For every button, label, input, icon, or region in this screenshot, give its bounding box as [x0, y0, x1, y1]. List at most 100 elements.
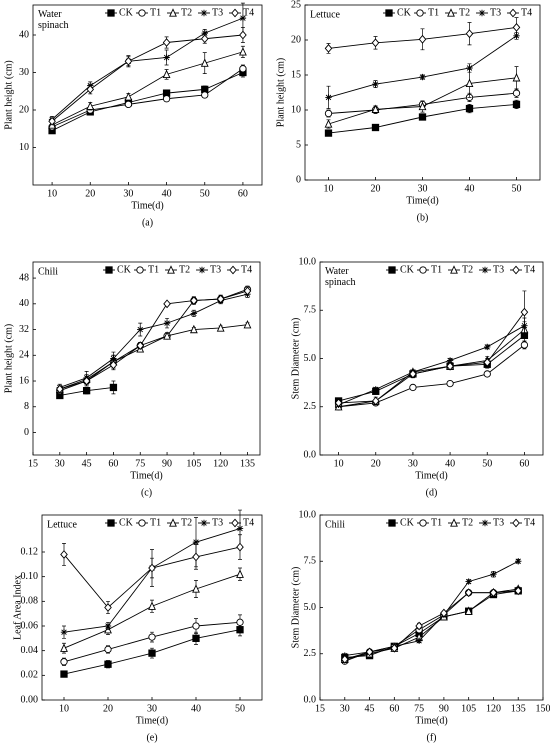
marker: [86, 101, 95, 110]
y-tick-label: 24: [19, 350, 29, 361]
legend-label: T2: [179, 264, 190, 275]
plot-frame: [319, 514, 544, 701]
x-tick-label: 10: [59, 703, 69, 714]
legend-marker: [512, 518, 520, 528]
legend-label: CK: [117, 264, 132, 275]
legend-marker: [198, 266, 206, 274]
y-tick-label: 30: [19, 67, 29, 78]
caption: (c): [141, 487, 152, 498]
legend-marker: [107, 9, 115, 17]
legend-label: T1: [150, 7, 161, 18]
legend-marker: [512, 265, 520, 275]
y-tick-label: 0: [24, 427, 29, 438]
y-tick-label: 0: [296, 174, 301, 185]
marker: [162, 69, 171, 79]
x-tick-label: 20: [103, 703, 113, 714]
marker: [512, 73, 521, 82]
legend-label: T1: [431, 264, 442, 275]
legend-label: T3: [210, 264, 221, 275]
x-tick-label: 60: [389, 703, 399, 714]
marker: [324, 109, 333, 118]
legend-label: T3: [493, 517, 504, 528]
marker: [86, 84, 95, 94]
y-tick-label: 0.08: [21, 596, 39, 607]
x-tick-label: 90: [162, 458, 172, 469]
marker: [189, 324, 198, 334]
legend-label: CK: [400, 264, 415, 275]
caption: (a): [142, 217, 153, 228]
annotation: Water spinach: [38, 9, 69, 31]
marker: [236, 618, 244, 626]
series-line: [338, 329, 525, 408]
y-axis-label: Stem Diameter (cm): [290, 567, 301, 649]
marker: [109, 383, 118, 392]
legend-label: T4: [241, 264, 252, 275]
series-line: [51, 68, 244, 128]
legend-label: T2: [459, 7, 470, 18]
marker: [192, 552, 200, 562]
series-line: [344, 590, 519, 660]
marker: [60, 670, 68, 678]
marker: [466, 64, 473, 72]
marker: [371, 123, 380, 132]
x-tick-label: 60: [108, 458, 118, 469]
marker: [239, 30, 247, 40]
x-tick-label: 120: [486, 703, 501, 714]
marker: [324, 119, 333, 128]
marker: [162, 95, 171, 103]
y-tick-label: 10: [291, 104, 301, 115]
x-tick-label: 105: [186, 458, 201, 469]
marker: [419, 73, 426, 81]
legend-marker: [388, 519, 396, 527]
marker: [216, 294, 225, 304]
marker: [515, 558, 522, 565]
marker: [415, 637, 423, 644]
marker: [148, 563, 156, 573]
marker: [371, 38, 380, 48]
x-axis-label: Time(d): [415, 470, 447, 481]
legend-label: CK: [119, 517, 134, 528]
marker: [136, 341, 145, 351]
x-tick-label: 30: [55, 458, 65, 469]
marker: [60, 643, 68, 652]
legend-marker: [447, 8, 455, 17]
marker: [163, 331, 171, 340]
x-tick-label: 50: [235, 703, 245, 714]
marker: [325, 94, 332, 101]
marker: [446, 379, 454, 388]
marker: [446, 357, 454, 364]
x-tick-label: 40: [162, 188, 172, 199]
marker: [324, 129, 333, 137]
x-tick-label: 75: [414, 703, 424, 714]
caption: (e): [146, 732, 157, 743]
annotation: Water spinach: [325, 266, 356, 288]
marker: [124, 100, 133, 109]
legend-label: T4: [243, 517, 254, 528]
legend-label: T4: [243, 7, 254, 18]
legend-marker: [450, 265, 458, 274]
caption: (b): [417, 212, 429, 223]
legend-marker: [138, 519, 146, 527]
x-tick-label: 135: [511, 703, 526, 714]
marker: [489, 588, 498, 598]
legend-label: T2: [462, 264, 473, 275]
legend-label: T1: [148, 264, 159, 275]
legend-label: T4: [524, 517, 535, 528]
marker: [192, 634, 200, 642]
marker: [82, 376, 91, 386]
legend-marker: [229, 265, 237, 275]
legend-label: T4: [521, 7, 532, 18]
x-tick-label: 135: [240, 458, 255, 469]
y-tick-label: 5.0: [304, 602, 317, 613]
series-line: [51, 51, 244, 126]
marker: [418, 113, 427, 121]
x-tick-label: 50: [512, 183, 522, 194]
y-tick-label: 5.0: [304, 353, 317, 364]
legend-label: T2: [181, 517, 192, 528]
marker: [192, 622, 200, 630]
y-tick-label: 0.00: [21, 694, 39, 705]
y-tick-label: 0.0: [304, 694, 317, 705]
marker: [190, 296, 198, 305]
legend-marker: [169, 518, 177, 527]
marker: [372, 386, 379, 393]
